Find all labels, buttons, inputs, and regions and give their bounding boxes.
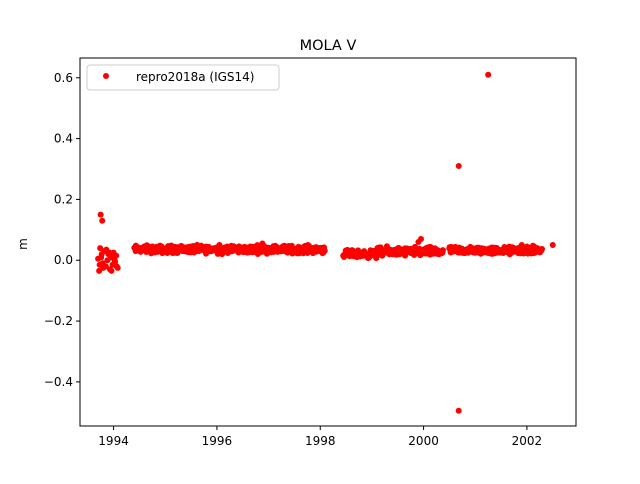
data-point [203,246,210,253]
data-point [252,248,259,255]
data-point [456,249,463,256]
data-point [141,246,148,253]
data-point [106,249,113,256]
data-point [244,245,251,252]
data-point [180,248,187,255]
data-points [95,71,556,414]
data-point [188,246,195,253]
y-tick-label: 0.2 [54,192,73,206]
legend-marker [103,73,109,79]
data-point [536,248,543,255]
x-axis: 1994 1996 1998 2000 2002 [98,426,542,448]
data-point [354,251,361,258]
data-point [237,246,244,253]
data-point [487,248,494,255]
chart-title: MOLA V [300,38,357,54]
data-point [219,251,226,258]
y-tick-label: −0.2 [44,314,73,328]
data-point [268,246,275,253]
data-point [503,248,510,255]
data-point [464,246,471,253]
x-tick-label: 1996 [202,434,233,448]
legend: repro2018a (IGS14) [86,64,280,91]
data-point [278,248,285,255]
data-point [343,249,350,256]
plot-frame [79,57,577,427]
data-point [96,267,103,274]
y-tick-label: −0.4 [44,375,73,389]
y-axis: −0.4 −0.2 0.0 0.2 0.4 0.6 [44,71,80,389]
data-point [529,246,536,253]
x-tick-label: 2000 [408,434,439,448]
data-point [495,249,502,256]
data-point [95,255,102,262]
x-tick-label: 1998 [305,434,336,448]
data-point [224,243,231,250]
data-point [418,235,424,242]
data-point [96,261,103,268]
data-point [455,407,462,414]
data-point [97,211,104,218]
data-point [294,246,300,253]
data-point [428,248,435,255]
data-point [113,252,120,259]
data-point [133,245,140,252]
data-point [164,246,171,253]
data-point [455,162,462,169]
legend-box [86,64,280,91]
data-point [423,245,430,252]
y-tick-label: 0.0 [54,253,73,267]
data-point [301,245,308,252]
legend-label: repro2018a (IGS14) [136,70,254,84]
data-point [361,248,368,255]
data-point [259,240,266,247]
y-tick-label: 0.4 [54,132,73,146]
data-point [472,248,479,255]
data-point [366,254,373,261]
x-tick-label: 1994 [98,434,129,448]
data-point [172,245,179,252]
data-point [371,251,378,258]
data-point [400,248,407,255]
data-point [229,245,236,252]
data-point [523,243,530,250]
data-point [99,217,106,224]
data-point [97,245,104,252]
data-point [379,252,386,259]
data-point [407,246,414,253]
data-point [108,267,115,274]
data-point [394,251,401,258]
data-point [449,248,455,255]
data-point [211,245,218,252]
y-axis-label: m [16,238,30,250]
x-tick-label: 2002 [512,434,543,448]
data-point [157,248,164,255]
data-point [549,242,556,249]
data-point [387,249,393,256]
data-point [216,242,223,249]
data-point [433,246,440,253]
data-point [511,245,517,252]
y-tick-label: 0.6 [54,71,73,85]
data-point [320,248,327,255]
data-point [286,245,293,252]
data-point [149,243,156,250]
data-point [195,248,202,255]
data-point [348,252,355,259]
data-point [273,243,280,250]
data-point [309,246,316,253]
data-point [263,245,269,252]
data-point [485,71,492,78]
data-point [480,249,486,256]
data-point [102,263,109,270]
data-point [111,257,118,264]
data-point [113,263,120,270]
data-point [438,248,445,255]
data-point [518,242,525,249]
data-point [98,251,105,258]
